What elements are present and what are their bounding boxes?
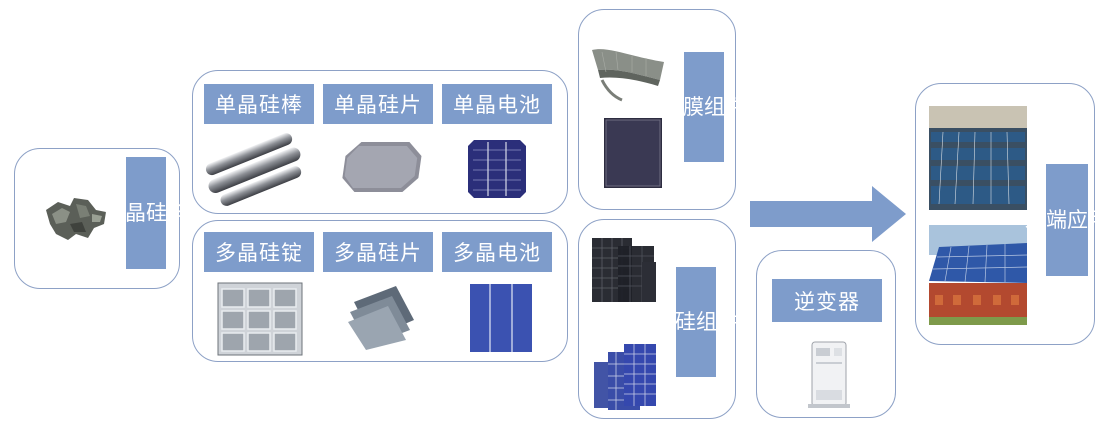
poly-module-image [594, 344, 656, 410]
inverter-label: 逆变器 [772, 279, 882, 322]
crystalline-char: 组 [696, 309, 717, 334]
inverter-image [808, 341, 850, 408]
thin-film-char: 薄 [662, 94, 683, 119]
thin-film-char: 膜 [683, 94, 704, 119]
poly-ingot-image [217, 282, 303, 356]
mono-module-image [592, 238, 656, 302]
poly-cell-label: 多晶电池 [442, 232, 552, 272]
mono-cell-image [468, 140, 526, 198]
poly-ingot-label: 多晶硅锭 [204, 232, 314, 272]
raw-material-char: 晶 [125, 200, 146, 225]
rooftop-solar-image [929, 225, 1028, 325]
end-use-char: 应 [1067, 207, 1088, 232]
end-use-char: 端 [1046, 207, 1067, 232]
raw-material-char: 硅 [146, 200, 167, 225]
crystalline-char: 晶 [654, 309, 675, 334]
thin-film-char: 件 [725, 94, 746, 119]
poly-wafer-image [348, 286, 414, 350]
flexible-thin-film-image [592, 49, 664, 102]
end-use-label: 终 端 应 用 [1025, 164, 1105, 276]
rigid-thin-film-panel-image [604, 118, 662, 188]
crystalline-char: 硅 [675, 309, 696, 334]
flow-arrow [750, 186, 906, 242]
raw-material-label: 多 晶 硅 料 [104, 157, 188, 269]
poly-wafer-label: 多晶硅片 [323, 232, 433, 272]
mono-ingot-image [205, 133, 302, 206]
solar-farm-image [929, 106, 1027, 210]
end-use-char: 终 [1025, 207, 1046, 232]
mono-ingot-label: 单晶硅棒 [204, 84, 314, 124]
raw-material-char: 多 [104, 200, 125, 225]
crystalline-char: 件 [717, 309, 738, 334]
mono-wafer-image [342, 142, 422, 192]
poly-cell-image [470, 284, 532, 352]
polysilicon-chunks-image [46, 198, 106, 240]
mono-wafer-label: 单晶硅片 [323, 84, 433, 124]
thin-film-char: 组 [704, 94, 725, 119]
raw-material-char: 料 [167, 200, 188, 225]
thin-film-module-label: 薄 膜 组 件 [662, 52, 746, 162]
mono-cell-label: 单晶电池 [442, 84, 552, 124]
crystalline-module-label: 晶 硅 组 件 [654, 267, 738, 377]
end-use-char: 用 [1088, 207, 1105, 232]
